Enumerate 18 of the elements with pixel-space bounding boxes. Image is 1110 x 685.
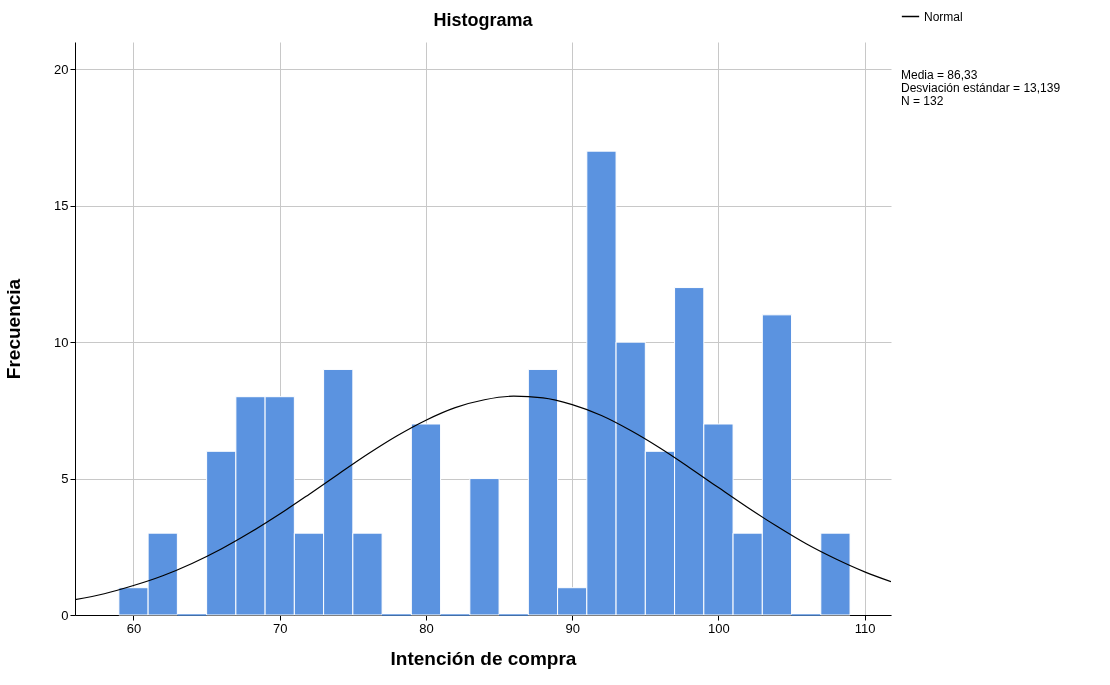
legend-label: Normal <box>924 9 963 24</box>
text: Desviación estándar = 13,139 <box>901 81 1061 95</box>
chart-title: Histograma <box>433 10 534 30</box>
x-tick-label: 60 <box>126 620 142 636</box>
x-tick-label: 80 <box>419 620 434 636</box>
x-tick-label: 90 <box>565 620 580 636</box>
y-tick-label: 5 <box>61 471 69 487</box>
x-tick-label: 110 <box>854 620 876 636</box>
text: Media = 86,33 <box>901 68 978 82</box>
y-tick-label: 10 <box>54 334 69 350</box>
x-tick-label: 100 <box>708 620 730 636</box>
text: N = 132 <box>901 94 944 108</box>
x-tick-label: 70 <box>273 620 288 636</box>
y-tick-label: 15 <box>54 198 69 214</box>
y-tick-label: 0 <box>61 607 69 623</box>
y-axis-title: Frecuencia <box>3 278 25 380</box>
x-axis-title: Intención de compra <box>390 647 577 669</box>
y-tick-label: 20 <box>54 61 69 77</box>
